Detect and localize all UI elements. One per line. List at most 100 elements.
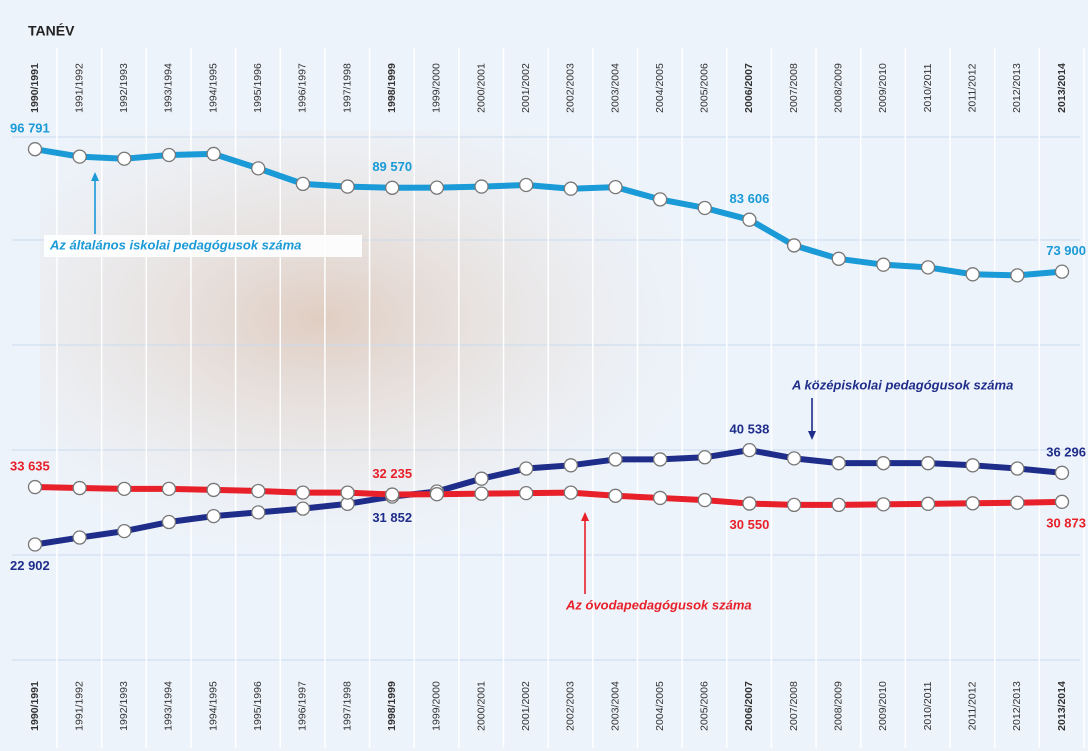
data-point (876, 456, 891, 471)
data-point (876, 257, 891, 272)
data-point (27, 142, 43, 157)
value-label: 31 852 (372, 510, 412, 525)
x-tick-label-top: 2009/2010 (877, 63, 889, 113)
legend-entry: Az óvodapedagógusok száma (565, 597, 752, 612)
x-tick-label-bottom: 1997/1998 (341, 681, 353, 731)
series-line (34, 146, 1063, 279)
data-point (295, 176, 311, 192)
value-label: 33 635 (10, 458, 50, 473)
x-tick-label-top: 1993/1994 (163, 63, 175, 113)
data-point (876, 497, 891, 512)
photo-backdrop (40, 130, 740, 550)
data-point (563, 458, 578, 473)
x-tick-label-bottom: 1994/1995 (207, 681, 219, 731)
value-label: 89 570 (372, 159, 412, 174)
data-point (251, 505, 266, 520)
data-point (786, 238, 802, 253)
data-point (295, 501, 311, 516)
legend-entry: Az általános iskolai pedagógusok száma (49, 237, 301, 252)
x-tick-label-top: 2006/2007 (743, 63, 755, 113)
x-tick-label-bottom: 2001/2002 (520, 681, 532, 731)
data-point (519, 177, 534, 193)
x-tick-label-top: 1991/1992 (73, 63, 85, 113)
data-point (295, 485, 311, 500)
series-line (34, 484, 1063, 508)
x-tick-label-bottom: 2011/2012 (966, 681, 978, 730)
data-point (117, 151, 132, 166)
data-point (563, 181, 578, 196)
data-point (831, 251, 846, 266)
data-point (965, 267, 980, 282)
x-tick-label-bottom: 2006/2007 (743, 681, 755, 731)
x-tick-label-top: 2000/2001 (475, 63, 487, 113)
data-point (161, 481, 177, 496)
data-point (1054, 494, 1070, 509)
data-point (429, 180, 445, 195)
x-tick-label-top: 2003/2004 (609, 63, 621, 113)
x-tick-label-bottom: 2004/2005 (654, 681, 666, 731)
horizontal-grid (12, 136, 1080, 661)
data-point (251, 161, 266, 176)
x-tick-label-bottom: 1998/1999 (386, 681, 398, 731)
value-label: 83 606 (730, 191, 770, 206)
data-point (117, 481, 132, 496)
data-point (429, 487, 445, 502)
value-label: 22 902 (10, 558, 50, 573)
data-point (161, 147, 177, 163)
legend-arrowhead (91, 172, 99, 181)
x-tick-label-top: 1992/1993 (118, 63, 130, 113)
x-tick-label-bottom: 2007/2008 (788, 681, 800, 731)
data-point (1010, 461, 1025, 476)
x-tick-label-top: 2013/2014 (1056, 63, 1068, 113)
x-tick-label-top: 2004/2005 (654, 63, 666, 113)
data-point (27, 479, 43, 495)
data-point (206, 508, 221, 524)
data-point (965, 496, 980, 511)
x-tick-label-top: 2010/2011 (922, 63, 934, 112)
x-tick-label-top: 2007/2008 (788, 63, 800, 113)
legend-arrowhead (808, 431, 816, 440)
x-tick-label-top: 2005/2006 (699, 63, 711, 113)
x-tick-label-bottom: 2003/2004 (609, 681, 621, 731)
data-point (563, 485, 578, 500)
value-label: 30 550 (730, 517, 770, 532)
data-point (1054, 264, 1070, 279)
data-point (831, 497, 846, 513)
x-tick-label-bottom: 1996/1997 (297, 681, 309, 731)
legend-entry: A középiskolai pedagógusok száma (791, 377, 1013, 392)
x-tick-label-bottom: 2013/2014 (1056, 681, 1068, 731)
data-point (206, 482, 221, 498)
x-tick-label-bottom: 2002/2003 (565, 681, 577, 731)
data-point (161, 514, 177, 530)
data-point (652, 490, 668, 506)
x-tick-label-top: 2012/2013 (1011, 63, 1023, 113)
data-point (742, 212, 757, 227)
data-point (652, 192, 668, 207)
data-point (385, 487, 400, 502)
data-point (920, 260, 936, 275)
x-tick-label-top: 1990/1991 (29, 63, 41, 113)
x-tick-label-top: 1994/1995 (207, 63, 219, 113)
data-point (474, 486, 489, 501)
data-point (697, 200, 712, 216)
data-point (340, 485, 355, 500)
data-point (72, 480, 87, 496)
x-tick-label-top: 2002/2003 (565, 63, 577, 113)
value-label: 40 538 (730, 422, 770, 437)
value-label: 96 791 (10, 121, 50, 136)
data-point (474, 471, 489, 486)
data-point (1010, 495, 1025, 510)
data-point (385, 180, 400, 195)
x-tick-label-top: 1996/1997 (297, 63, 309, 113)
legend-arrowhead (581, 512, 589, 521)
data-point (1054, 465, 1070, 480)
data-point (340, 179, 355, 194)
data-point (474, 179, 489, 194)
x-tick-label-bottom: 1992/1993 (118, 681, 130, 731)
x-tick-label-top: 1995/1996 (252, 63, 264, 113)
data-point (72, 149, 87, 164)
data-point (697, 492, 712, 508)
data-point (251, 483, 266, 499)
value-label: 73 900 (1046, 243, 1086, 258)
chart-title: TANÉV (28, 23, 75, 39)
